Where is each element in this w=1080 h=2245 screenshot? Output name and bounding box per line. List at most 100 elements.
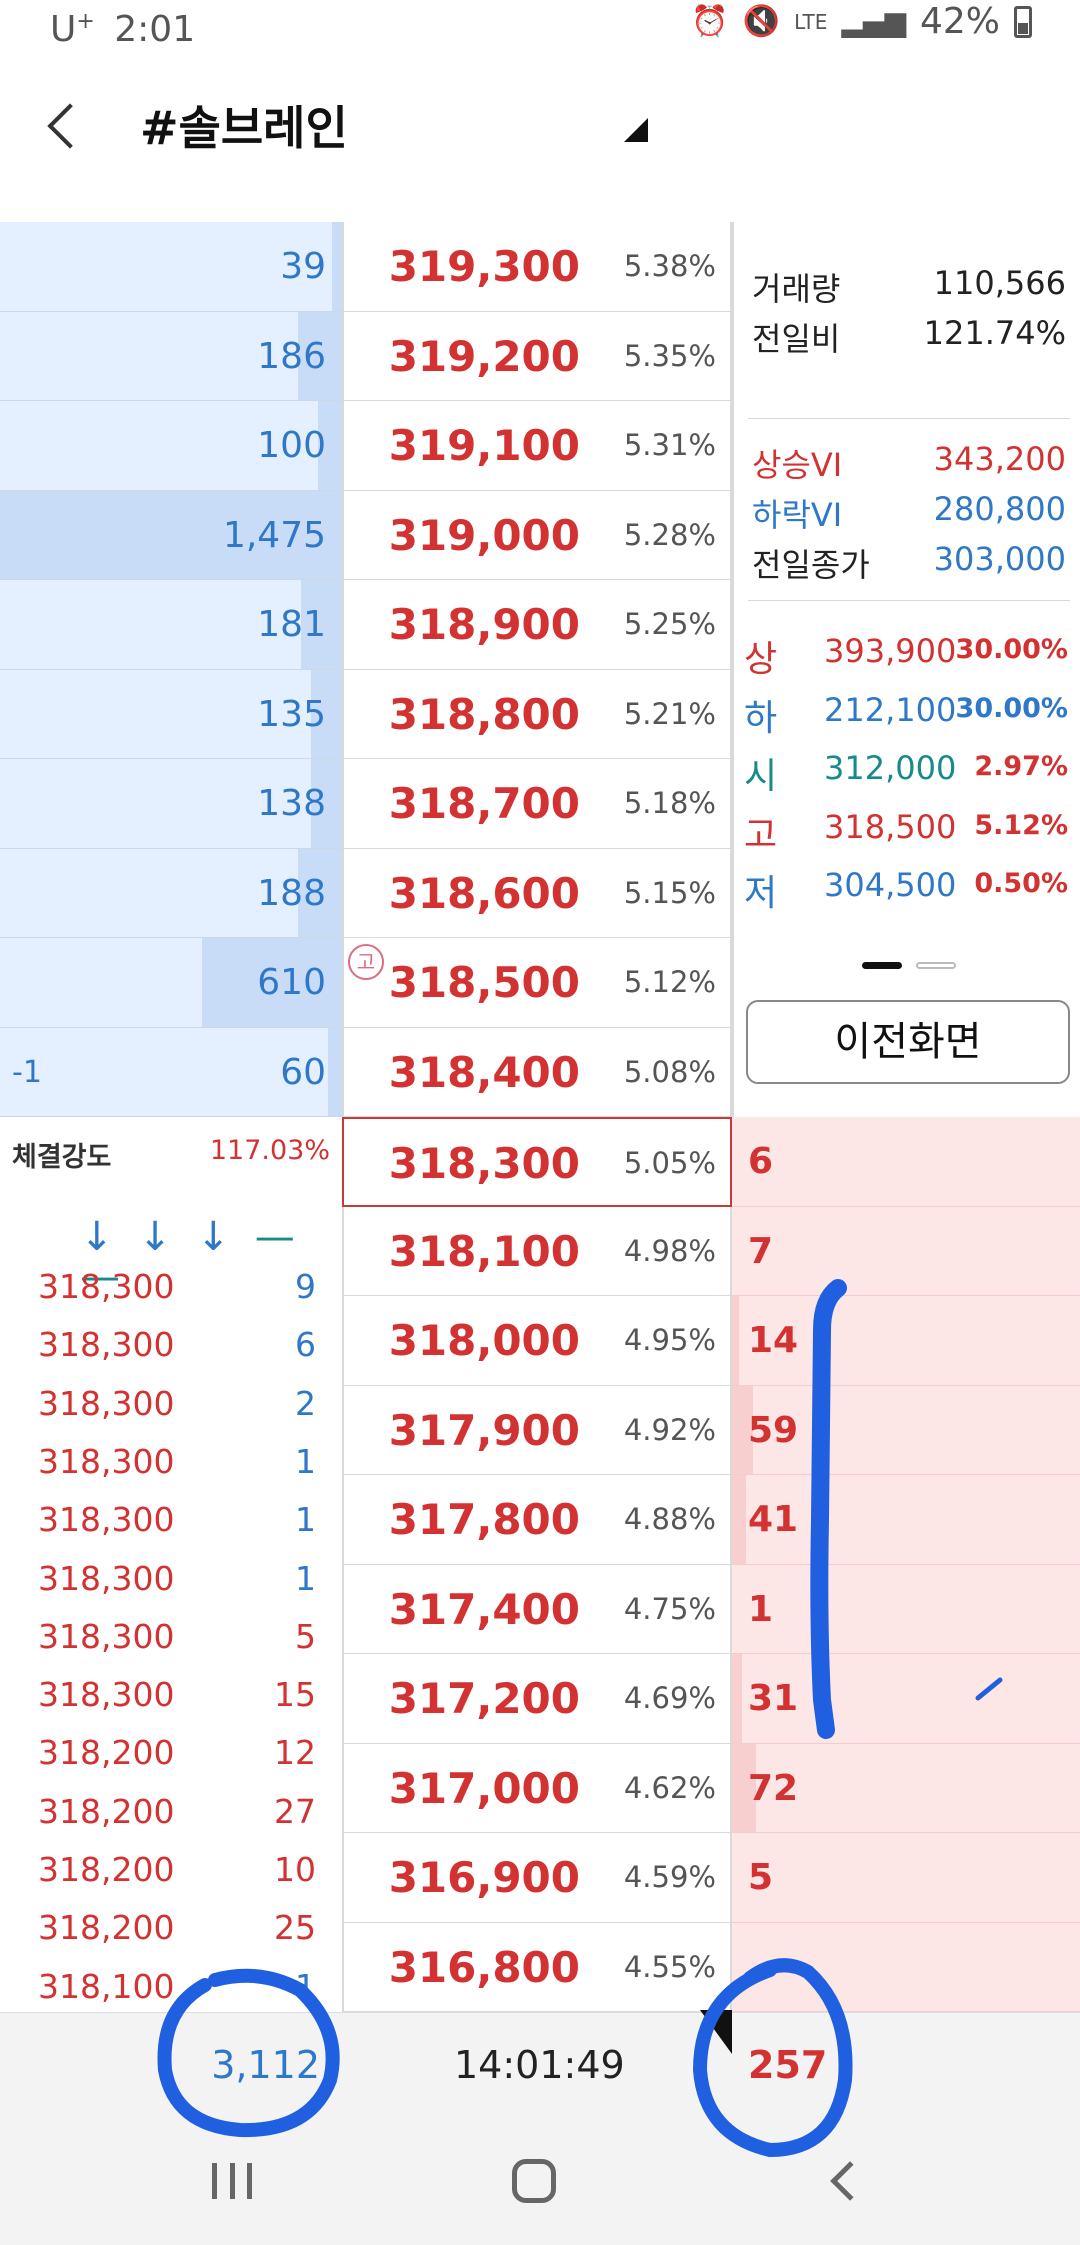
ask-volume-cell[interactable]: 181 <box>0 580 342 670</box>
stock-title[interactable]: #솔브레인 <box>140 101 348 155</box>
ask-price-cell[interactable]: 318,800 5.21% <box>342 669 732 759</box>
bid-price-cell[interactable]: 316,900 4.59% <box>342 1833 732 1923</box>
bid-volume: 14 <box>748 1320 799 1361</box>
ask-volume: 188 <box>257 872 326 914</box>
ask-row[interactable]: 1,475 319,000 5.28% <box>0 490 732 580</box>
ask-volume-cell[interactable]: 188 <box>0 848 342 938</box>
clock: 2:01 <box>114 9 196 50</box>
tick-quantity: 12 <box>274 1733 316 1773</box>
nav-back-icon[interactable] <box>830 2161 870 2201</box>
tick-row: 318,300 5 <box>0 1617 342 1675</box>
bid-volume-cell[interactable]: 1 <box>732 1564 1080 1654</box>
ask-volume-bar <box>311 669 342 758</box>
nav-recent-icon[interactable] <box>212 2163 252 2199</box>
status-left: U+ 2:01 <box>50 0 195 52</box>
ask-volume-cell[interactable]: 610 <box>0 938 342 1028</box>
ask-row[interactable]: -1 60 318,400 5.08% <box>0 1027 732 1117</box>
bid-price-cell[interactable]: 318,000 4.95% <box>342 1296 732 1386</box>
ask-row[interactable]: 188 318,600 5.15% <box>0 848 732 938</box>
bid-row[interactable]: 317,200 4.69% 31 <box>0 1654 1080 1744</box>
ask-row[interactable]: 186 319,200 5.35% <box>0 311 732 401</box>
bid-price: 318,000 <box>388 1316 580 1365</box>
bid-volume-cell[interactable]: 72 <box>732 1743 1080 1833</box>
tick-quantity: 2 <box>295 1383 316 1423</box>
bid-volume-cell[interactable]: 31 <box>732 1654 1080 1744</box>
limit-row: 하 212,100 30.00% <box>744 689 1068 747</box>
bid-volume-cell[interactable]: 41 <box>732 1475 1080 1565</box>
bid-price: 317,200 <box>388 1674 580 1723</box>
ask-price-cell[interactable]: 319,000 5.28% <box>342 490 732 580</box>
ask-volume-bar <box>297 311 342 400</box>
bid-price-cell[interactable]: 317,400 4.75% <box>342 1564 732 1654</box>
ask-percent: 5.15% <box>623 875 716 910</box>
ask-percent: 5.08% <box>623 1054 716 1089</box>
ask-volume-cell[interactable]: 135 <box>0 669 342 759</box>
ask-price-cell[interactable]: 318,900 5.25% <box>342 580 732 670</box>
bid-volume-bar <box>732 1385 753 1474</box>
ask-price-cell[interactable]: 319,300 5.38% <box>342 222 732 312</box>
ask-volume-cell[interactable]: 100 <box>0 401 342 491</box>
limit-label: 상 <box>744 639 778 680</box>
ask-row[interactable]: 181 318,900 5.25% <box>0 580 732 670</box>
ask-row[interactable]: 100 319,100 5.31% <box>0 401 732 491</box>
order-book: 거래량 110,566 전일비 121.74% 상승VI 343,200 하락V… <box>0 222 1080 2012</box>
bid-price-cell[interactable]: 317,900 4.92% <box>342 1385 732 1475</box>
nav-home-icon[interactable] <box>512 2159 556 2203</box>
bid-row[interactable]: 316,800 4.55% <box>0 1922 1080 2012</box>
bid-volume-bar <box>732 1475 746 1564</box>
tick-row: 318,200 25 <box>0 1908 342 1966</box>
limit-row: 상 393,900 30.00% <box>744 630 1068 688</box>
bid-volume-cell[interactable]: 14 <box>732 1296 1080 1386</box>
ask-volume: 181 <box>257 604 326 645</box>
bid-volume-cell[interactable]: 7 <box>732 1206 1080 1296</box>
bid-row[interactable]: 318,100 4.98% 7 <box>0 1206 1080 1296</box>
limit-row: 고 318,500 5.12% <box>744 806 1068 864</box>
bid-row[interactable]: 317,000 4.62% 72 <box>0 1743 1080 1833</box>
bid-price-cell[interactable]: 317,800 4.88% <box>342 1475 732 1565</box>
bid-row[interactable]: 317,400 4.75% 1 <box>0 1564 1080 1654</box>
ask-row[interactable]: 39 319,300 5.38% <box>0 222 732 312</box>
status-right: ⏰ 🔇 LTE ▂▄▆ 42% <box>691 0 1032 44</box>
ask-volume-cell[interactable]: -1 60 <box>0 1027 342 1117</box>
bid-price-cell[interactable]: 317,000 4.62% <box>342 1743 732 1833</box>
bid-row[interactable]: 317,900 4.92% 59 <box>0 1385 1080 1475</box>
bid-volume-cell[interactable]: 5 <box>732 1833 1080 1923</box>
ask-volume-cell[interactable]: 138 <box>0 759 342 849</box>
bid-price-cell[interactable]: 318,100 4.98% <box>342 1206 732 1296</box>
ask-volume-cell[interactable]: 1,475 <box>0 490 342 580</box>
back-button[interactable] <box>40 98 93 158</box>
bid-row[interactable]: 316,900 4.59% 5 <box>0 1833 1080 1923</box>
ask-row[interactable]: 135 318,800 5.21% <box>0 669 732 759</box>
ask-price-cell[interactable]: 고 318,500 5.12% <box>342 938 732 1028</box>
ask-price-cell[interactable]: 319,100 5.31% <box>342 401 732 491</box>
ask-row[interactable]: 138 318,700 5.18% <box>0 759 732 849</box>
bid-volume-cell[interactable] <box>732 1922 1080 2012</box>
ask-volume-cell[interactable]: 39 <box>0 222 342 312</box>
bid-volume-cell[interactable]: 59 <box>732 1385 1080 1475</box>
current-price-cell[interactable]: 318,300 5.05% <box>342 1117 732 1207</box>
bid-price: 316,800 <box>388 1942 580 1992</box>
ask-row[interactable]: 610 고 318,500 5.12% <box>0 938 732 1028</box>
previous-screen-button[interactable]: 이전화면 <box>746 1000 1070 1084</box>
limit-price: 393,900 <box>824 632 957 670</box>
bid-percent: 4.69% <box>623 1681 716 1715</box>
carrier-label: U <box>50 9 77 50</box>
dropdown-triangle-icon[interactable] <box>624 118 648 142</box>
bid-row[interactable]: 318,000 4.95% 14 <box>0 1296 1080 1386</box>
ask-price-cell[interactable]: 318,600 5.15% <box>342 848 732 938</box>
ask-price-cell[interactable]: 319,200 5.35% <box>342 311 732 401</box>
ask-volume-cell[interactable]: 186 <box>0 311 342 401</box>
ask-price-cell[interactable]: 318,400 5.08% <box>342 1027 732 1117</box>
bid-row[interactable]: 318,300 5.05% 6 <box>0 1117 1080 1207</box>
bid-price: 317,900 <box>388 1405 580 1455</box>
back-chevron-icon <box>47 103 93 149</box>
ask-price-cell[interactable]: 318,700 5.18% <box>342 759 732 849</box>
signal-icon: ▂▄▆ <box>841 5 906 38</box>
bid-price: 317,800 <box>388 1495 580 1544</box>
vi-up-label: 상승VI <box>752 446 843 484</box>
bid-row[interactable]: 317,800 4.88% 41 <box>0 1475 1080 1565</box>
bid-volume-cell[interactable]: 6 <box>732 1117 1080 1207</box>
page-dot-inactive[interactable] <box>916 962 956 969</box>
bid-price-cell[interactable]: 317,200 4.69% <box>342 1654 732 1744</box>
bid-price-cell[interactable]: 316,800 4.55% <box>342 1922 732 2012</box>
